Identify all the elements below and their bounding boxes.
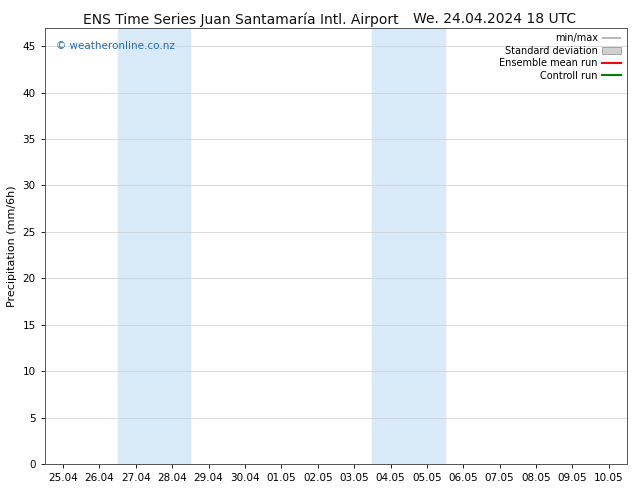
Bar: [372, 27, 445, 464]
Text: ENS Time Series Juan Santamaría Intl. Airport: ENS Time Series Juan Santamaría Intl. Ai…: [83, 12, 399, 27]
Text: We. 24.04.2024 18 UTC: We. 24.04.2024 18 UTC: [413, 12, 576, 26]
Legend: min/max, Standard deviation, Ensemble mean run, Controll run: min/max, Standard deviation, Ensemble me…: [496, 29, 625, 85]
Bar: [117, 27, 190, 464]
Text: © weatheronline.co.nz: © weatheronline.co.nz: [56, 41, 175, 50]
Y-axis label: Precipitation (mm/6h): Precipitation (mm/6h): [7, 185, 17, 307]
